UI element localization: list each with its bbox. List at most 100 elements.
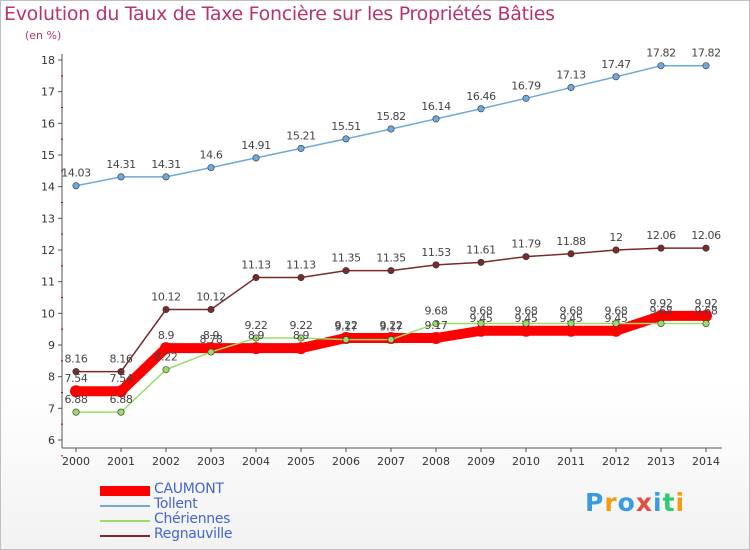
data-label: 15.82 — [376, 110, 406, 123]
data-point — [612, 73, 620, 81]
x-tick-label: 2003 — [197, 455, 225, 468]
data-point — [432, 115, 440, 123]
data-label: 9.68 — [515, 304, 538, 317]
data-label: 8.9 — [158, 329, 175, 342]
data-label: 9.68 — [470, 304, 493, 317]
data-point — [432, 319, 440, 327]
data-label: 17.82 — [691, 47, 721, 60]
data-point — [387, 336, 395, 344]
data-point — [162, 366, 170, 374]
data-label: 10.12 — [151, 291, 181, 304]
data-point — [252, 274, 260, 282]
data-point — [117, 368, 125, 376]
data-point — [72, 368, 80, 376]
legend-label: Tollent — [154, 496, 198, 512]
data-point — [252, 334, 260, 342]
logo-letter: t — [662, 488, 676, 517]
x-tick-label: 2005 — [287, 455, 315, 468]
x-tick-label: 2011 — [557, 455, 585, 468]
x-tick-label: 2009 — [467, 455, 495, 468]
data-point — [297, 144, 305, 152]
series-ch-riennes — [72, 319, 710, 416]
data-label: 6.88 — [65, 393, 88, 406]
x-tick-label: 2000 — [62, 455, 90, 468]
y-tick-label: 16 — [41, 117, 55, 130]
x-tick-label: 2014 — [692, 455, 720, 468]
x-tick-label: 2001 — [107, 455, 135, 468]
x-tick-label: 2007 — [377, 455, 405, 468]
y-tick-label: 14 — [41, 181, 55, 194]
data-point — [610, 324, 622, 337]
data-point — [520, 324, 532, 337]
data-label: 16.46 — [466, 90, 496, 103]
logo-letter: P — [585, 488, 605, 517]
data-point — [252, 154, 260, 162]
y-tick-label: 11 — [41, 276, 55, 289]
data-label: 11.13 — [286, 259, 316, 272]
data-label: 9.45 — [605, 312, 628, 325]
data-label: 9.22 — [335, 319, 358, 332]
data-label: 16.79 — [511, 79, 541, 92]
data-point — [565, 324, 577, 337]
data-point — [72, 182, 80, 190]
data-point — [297, 334, 305, 342]
data-label: 8.9 — [203, 329, 220, 342]
data-label: 9.22 — [290, 319, 313, 332]
data-point — [342, 135, 350, 143]
logo-letter: o — [617, 488, 636, 517]
legend-label: Chériennes — [154, 511, 231, 527]
data-point — [70, 385, 82, 398]
data-label: 9.17 — [380, 321, 403, 334]
data-label: 16.14 — [421, 100, 451, 113]
data-label: 11.35 — [376, 252, 406, 265]
legend-swatch — [100, 505, 150, 507]
data-point — [612, 319, 620, 327]
data-point — [72, 408, 80, 416]
x-tick-label: 2010 — [512, 455, 540, 468]
y-tick-label: 6 — [48, 434, 55, 447]
y-tick-label: 8 — [48, 371, 55, 384]
data-label: 9.45 — [470, 312, 493, 325]
y-tick-label: 17 — [41, 86, 55, 99]
data-point — [477, 319, 485, 327]
data-point — [612, 246, 620, 254]
data-label: 9.17 — [335, 321, 358, 334]
data-label: 14.03 — [61, 167, 91, 180]
data-label: 17.47 — [601, 58, 631, 71]
data-label: 8.9 — [293, 329, 310, 342]
data-label: 14.6 — [200, 149, 223, 162]
x-tick-label: 2013 — [647, 455, 675, 468]
data-label: 6.88 — [110, 393, 133, 406]
data-point — [160, 342, 172, 355]
data-point — [162, 173, 170, 181]
data-label: 9.45 — [560, 312, 583, 325]
data-point — [700, 309, 712, 322]
data-label: 9.92 — [650, 297, 673, 310]
legend-label: Regnauville — [154, 526, 233, 542]
data-label: 10.12 — [196, 291, 226, 304]
x-tick-label: 2002 — [152, 455, 180, 468]
data-label: 7.54 — [110, 372, 133, 385]
data-label: 15.21 — [286, 129, 316, 142]
data-point — [657, 62, 665, 70]
data-label: 8.22 — [155, 351, 178, 364]
data-label: 8.16 — [65, 353, 88, 366]
data-label: 11.88 — [556, 235, 586, 248]
data-point — [657, 319, 665, 327]
data-label: 7.54 — [65, 372, 88, 385]
data-label: 12 — [609, 231, 622, 244]
data-point — [207, 306, 215, 314]
data-label: 9.22 — [380, 319, 403, 332]
data-label: 11.35 — [331, 252, 361, 265]
y-tick-label: 10 — [41, 307, 55, 320]
data-label: 9.68 — [425, 304, 448, 317]
y-tick-label: 9 — [48, 339, 55, 352]
data-label: 12.06 — [691, 229, 721, 242]
data-point — [342, 267, 350, 275]
chart-subtitle: (en %) — [25, 29, 62, 42]
logo-letter: r — [604, 488, 618, 517]
data-point — [117, 173, 125, 181]
data-label: 11.53 — [421, 246, 451, 259]
data-label: 11.79 — [511, 238, 541, 251]
